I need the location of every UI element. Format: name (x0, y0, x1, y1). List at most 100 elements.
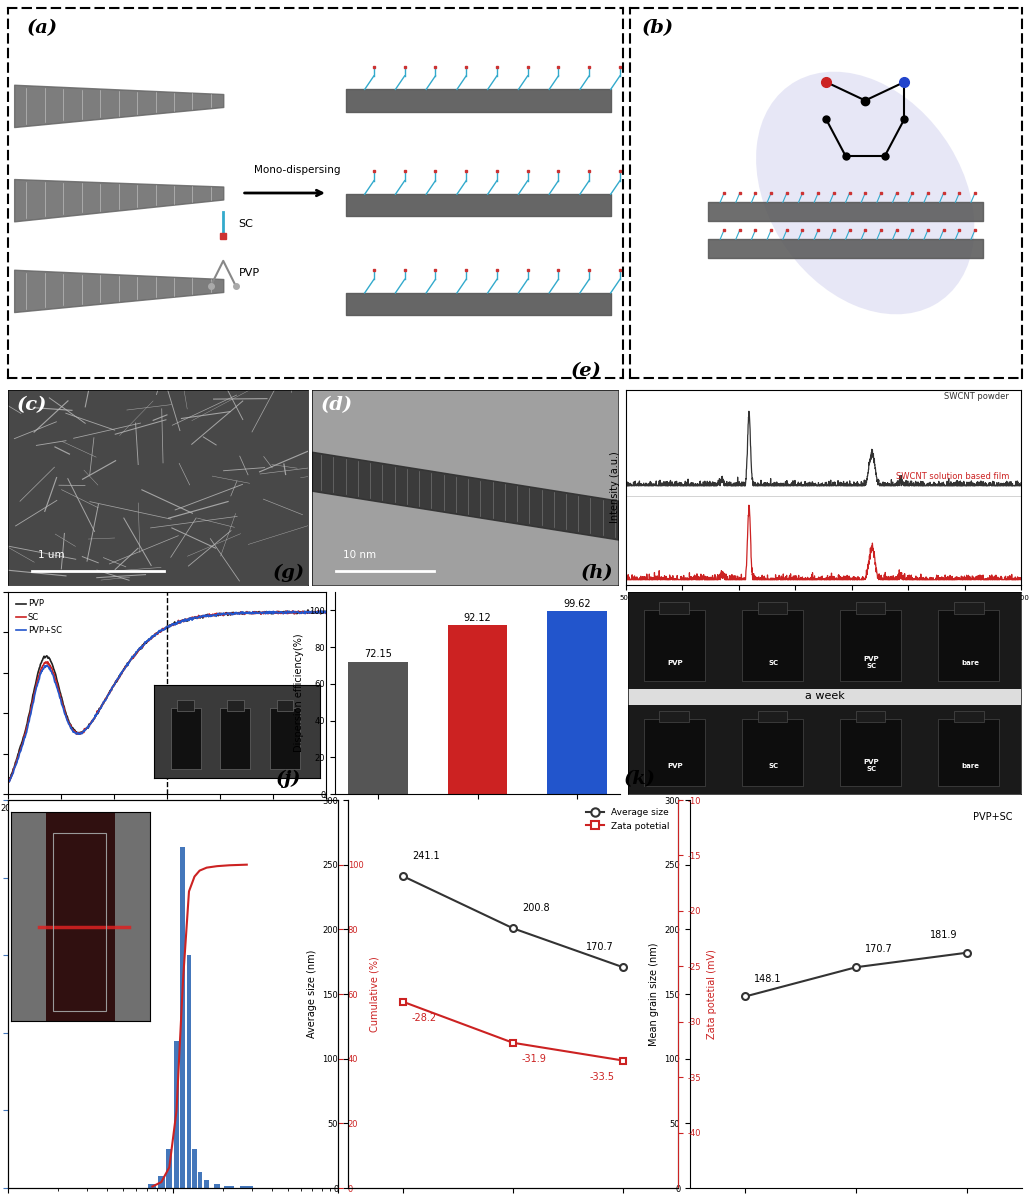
Legend: PVP, SC, PVP+SC: PVP, SC, PVP+SC (12, 596, 65, 638)
Text: (e): (e) (571, 362, 602, 380)
Text: -31.9: -31.9 (522, 1054, 546, 1064)
Y-axis label: Average size (nm): Average size (nm) (307, 950, 317, 1038)
Y-axis label: Zata potetial (mV): Zata potetial (mV) (707, 949, 717, 1038)
Bar (742, 611, 803, 681)
Text: 241.1: 241.1 (412, 851, 439, 860)
PVP+SC (59, 707, 71, 722)
PVP (189, 611, 202, 625)
Bar (856, 602, 885, 614)
Bar (157, 1176, 165, 1188)
Bar (938, 719, 999, 786)
Bar (628, 705, 1021, 793)
Text: 200.8: 200.8 (522, 902, 549, 913)
SC (2, 776, 14, 790)
PVP+SC (242, 605, 254, 619)
Line: SC: SC (8, 611, 326, 783)
Text: 92.12: 92.12 (464, 613, 492, 623)
SC (58, 701, 70, 716)
PVP+SC (2, 774, 14, 789)
Bar (240, 1187, 253, 1188)
Y-axis label: Intensity (a.u.): Intensity (a.u.) (610, 452, 620, 523)
Text: PVP+SC: PVP+SC (972, 811, 1013, 822)
SC (146, 631, 158, 645)
PVP+SC (84, 717, 97, 731)
Text: 99.62: 99.62 (563, 599, 591, 609)
Bar (167, 1150, 172, 1188)
Legend: Average size, Zata potetial: Average size, Zata potetial (582, 804, 674, 834)
Text: 170.7: 170.7 (864, 944, 892, 955)
Bar (628, 592, 1021, 690)
Bar (213, 1184, 220, 1188)
Text: 181.9: 181.9 (930, 930, 958, 939)
Bar (448, 625, 507, 793)
Text: (b): (b) (642, 19, 674, 37)
PVP+SC (146, 629, 158, 643)
Y-axis label: Cumulative (%): Cumulative (%) (369, 956, 379, 1031)
Text: SC: SC (769, 660, 779, 666)
SC (83, 717, 96, 731)
Text: a week: a week (805, 691, 845, 701)
Text: Mono-dispersing: Mono-dispersing (254, 165, 341, 174)
SC (312, 603, 324, 618)
PVP (320, 605, 332, 619)
SC (320, 606, 332, 620)
Y-axis label: Mean grain size (nm): Mean grain size (nm) (649, 942, 659, 1046)
PVP+SC (189, 611, 202, 625)
X-axis label: Raman shift (cm⁻¹): Raman shift (cm⁻¹) (777, 606, 871, 617)
Text: (c): (c) (17, 396, 47, 413)
Text: PVP: PVP (239, 268, 259, 278)
Bar (856, 711, 885, 722)
Text: 10 nm: 10 nm (343, 550, 376, 559)
Bar (757, 602, 787, 614)
Bar (841, 719, 901, 786)
Text: -28.2: -28.2 (412, 1013, 437, 1023)
Text: SC: SC (239, 219, 253, 228)
SC (241, 606, 253, 620)
Text: SC: SC (769, 762, 779, 768)
PVP (2, 774, 14, 789)
SC (214, 608, 226, 623)
Text: (g): (g) (273, 564, 305, 582)
Bar (198, 1172, 202, 1188)
Bar (192, 1150, 197, 1188)
Bar (938, 611, 999, 681)
Bar (224, 1185, 235, 1188)
Bar (148, 1184, 156, 1188)
Bar (757, 711, 787, 722)
PVP (242, 606, 254, 620)
Bar (174, 1041, 179, 1188)
SC (189, 611, 202, 625)
Line: PVP: PVP (8, 609, 326, 782)
PVP (59, 703, 71, 717)
Text: PVP: PVP (668, 660, 683, 666)
Bar (660, 711, 688, 722)
Text: (d): (d) (321, 396, 353, 413)
PVP+SC (320, 606, 332, 620)
Bar (954, 602, 984, 614)
Bar (547, 611, 607, 793)
PVP+SC (215, 607, 227, 621)
PVP (146, 630, 158, 644)
PVP+SC (315, 603, 327, 618)
Bar (348, 662, 407, 793)
PVP (84, 717, 97, 731)
PVP+SC (2, 774, 14, 789)
Text: bare: bare (961, 660, 979, 666)
Text: PVP
SC: PVP SC (864, 656, 880, 669)
PVP (215, 607, 227, 621)
X-axis label: Wavelength (nm): Wavelength (nm) (125, 819, 209, 828)
PVP (2, 774, 14, 789)
Text: 170.7: 170.7 (587, 942, 614, 951)
Y-axis label: Dispersion efficiency(%): Dispersion efficiency(%) (294, 633, 304, 753)
Text: bare: bare (961, 762, 979, 768)
Bar (644, 611, 705, 681)
Bar (841, 611, 901, 681)
Text: 1 um: 1 um (38, 550, 65, 559)
Bar (204, 1181, 209, 1188)
Text: -33.5: -33.5 (590, 1072, 614, 1081)
Bar (660, 602, 688, 614)
PVP (301, 602, 314, 617)
Text: 72.15: 72.15 (364, 649, 392, 660)
Bar (186, 955, 191, 1188)
Bar (954, 711, 984, 722)
